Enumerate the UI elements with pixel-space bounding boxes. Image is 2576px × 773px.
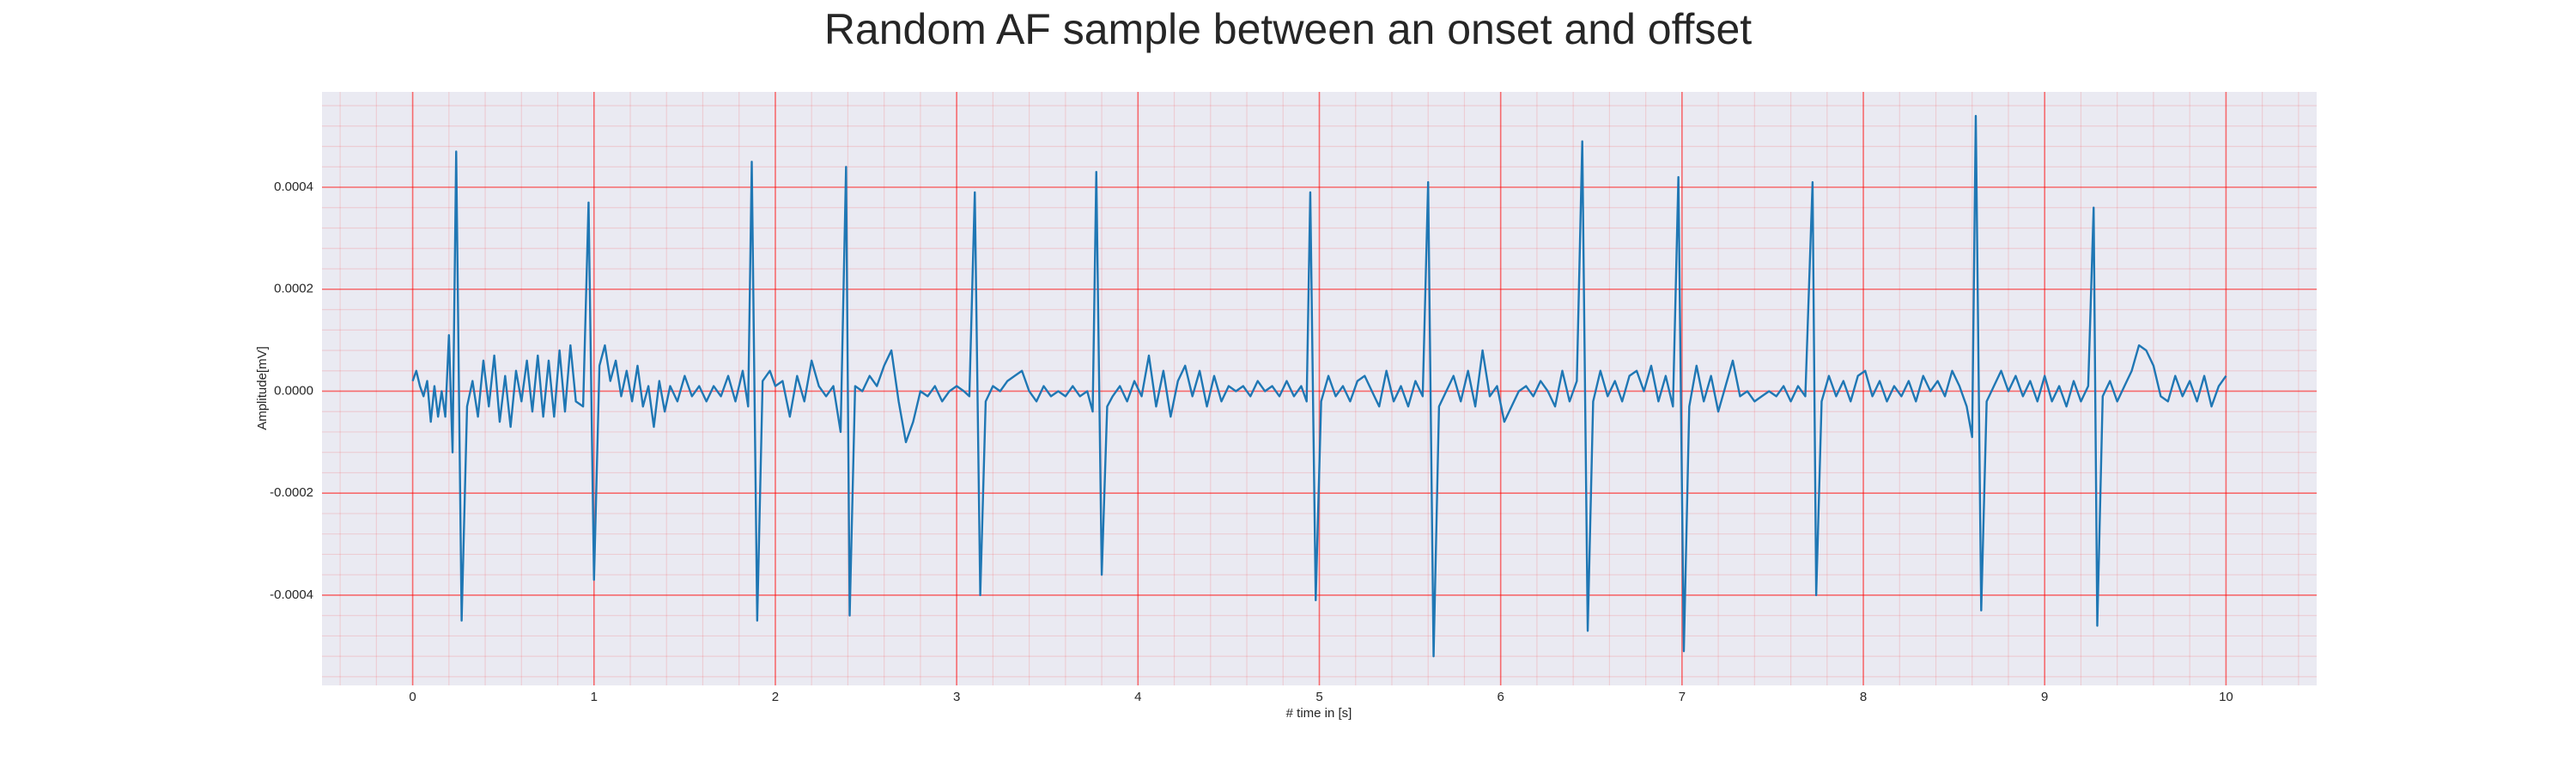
- x-tick-label: 3: [953, 690, 960, 704]
- x-tick-label: 10: [2219, 690, 2233, 704]
- x-tick-label: 1: [591, 690, 598, 704]
- x-tick-label: 5: [1315, 690, 1322, 704]
- y-tick-label: -0.0004: [270, 587, 313, 602]
- x-tick-label: 6: [1498, 690, 1504, 704]
- y-tick-label: 0.0000: [274, 383, 313, 398]
- x-tick-label: 9: [2041, 690, 2048, 704]
- x-tick-label: 8: [1860, 690, 1867, 704]
- x-tick-label: 0: [409, 690, 416, 704]
- signal-line: [411, 114, 2227, 658]
- y-tick-label: 0.0002: [274, 282, 313, 296]
- x-tick-label: 2: [772, 690, 779, 704]
- chart-title: Random AF sample between an onset and of…: [824, 5, 1752, 53]
- x-tick-label: 7: [1679, 690, 1686, 704]
- y-tick-label: 0.0004: [274, 180, 313, 194]
- y-axis-label: Amplitude[mV]: [255, 346, 270, 430]
- x-axis-label: # time in [s]: [1286, 706, 1352, 721]
- x-tick-label: 4: [1134, 690, 1141, 704]
- y-tick-label: -0.0002: [270, 485, 313, 500]
